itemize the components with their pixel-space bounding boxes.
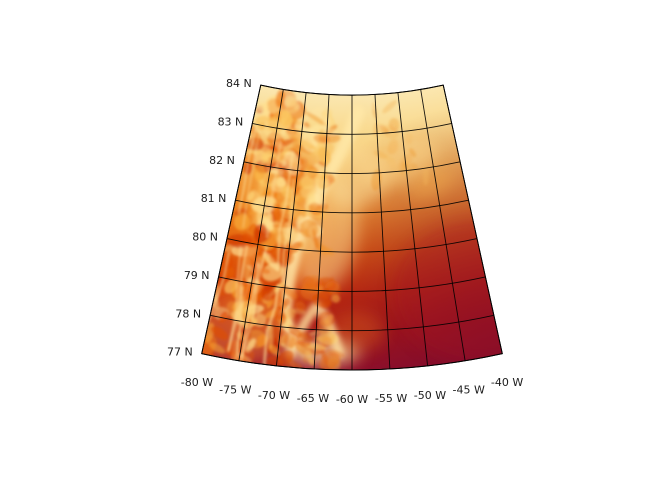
- lon-tick-label: -40 W: [491, 376, 523, 389]
- lat-tick-label: 79 N: [184, 269, 210, 282]
- meridian-line: [420, 89, 466, 361]
- lon-tick-label: -60 W: [336, 393, 368, 406]
- lat-tick-label: 83 N: [218, 115, 244, 128]
- meridian-line: [313, 94, 330, 370]
- lat-tick-label: 80 N: [192, 231, 218, 244]
- lon-tick-label: -80 W: [181, 376, 213, 389]
- lat-tick-label: 81 N: [201, 192, 227, 205]
- lat-tick-label: 82 N: [209, 154, 235, 167]
- lon-tick-label: -75 W: [219, 384, 251, 397]
- lat-tick-label: 77 N: [167, 346, 193, 359]
- lon-tick-label: -50 W: [414, 389, 446, 402]
- lon-tick-label: -65 W: [297, 392, 329, 405]
- meridian-line: [238, 89, 284, 361]
- meridian-line: [374, 94, 391, 370]
- lon-labels: -80 W -75 W -70 W -65 W -60 W -55 W -50 W -45 W…: [181, 376, 524, 406]
- meridian-line: [275, 92, 307, 366]
- lat-tick-label: 78 N: [175, 307, 201, 320]
- lon-tick-label: -45 W: [453, 384, 485, 397]
- terrain-veins: [201, 124, 296, 370]
- meridian-line: [397, 92, 429, 366]
- lat-tick-label: 84 N: [226, 77, 252, 90]
- lon-tick-label: -70 W: [258, 389, 290, 402]
- lon-tick-label: -55 W: [375, 392, 407, 405]
- lat-labels: 84 N 83 N 82 N 81 N 80 N 79 N 78 N 77 N: [167, 77, 252, 359]
- map-outline: [201, 84, 503, 371]
